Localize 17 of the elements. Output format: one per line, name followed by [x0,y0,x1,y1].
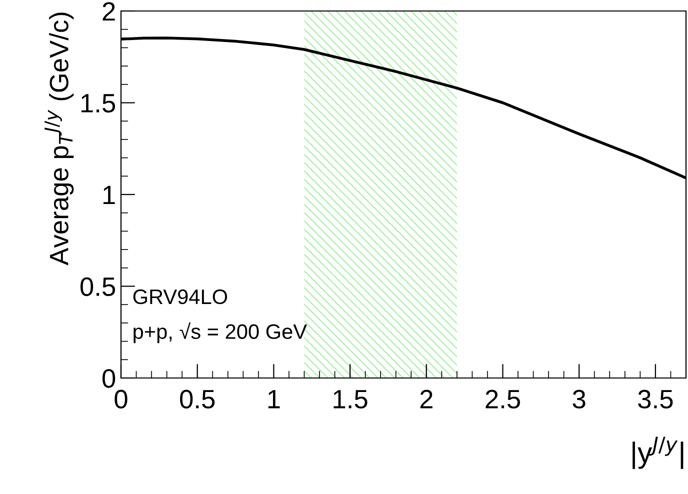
y-axis-title: Average p$_{T}$$^{J/y}$ (GeV/c) [44,12,74,266]
y-tick-label: 0 [102,369,116,388]
x-tick-label: 2.5 [486,390,520,408]
x-tick-label: 0.5 [180,390,215,408]
x-tick-label: 0 [114,390,128,408]
x-axis-title: |y$^{J/y}$| [632,436,684,469]
x-tick-label: 3 [572,390,586,408]
x-tick-label: 2 [420,390,432,408]
y-tick-label: 1 [103,186,115,204]
x-tick-label: 1.5 [334,390,368,408]
x-tick-label: 3.5 [638,390,673,408]
x-tick-label: 1 [268,390,280,408]
y-tick-label: 0.5 [80,277,116,296]
annotation: p+p, √s = 200 GeV [134,322,307,344]
y-tick-label: 2 [102,2,115,21]
y-tick-label: 1.5 [81,94,116,113]
annotation: GRV94LO [133,289,228,304]
